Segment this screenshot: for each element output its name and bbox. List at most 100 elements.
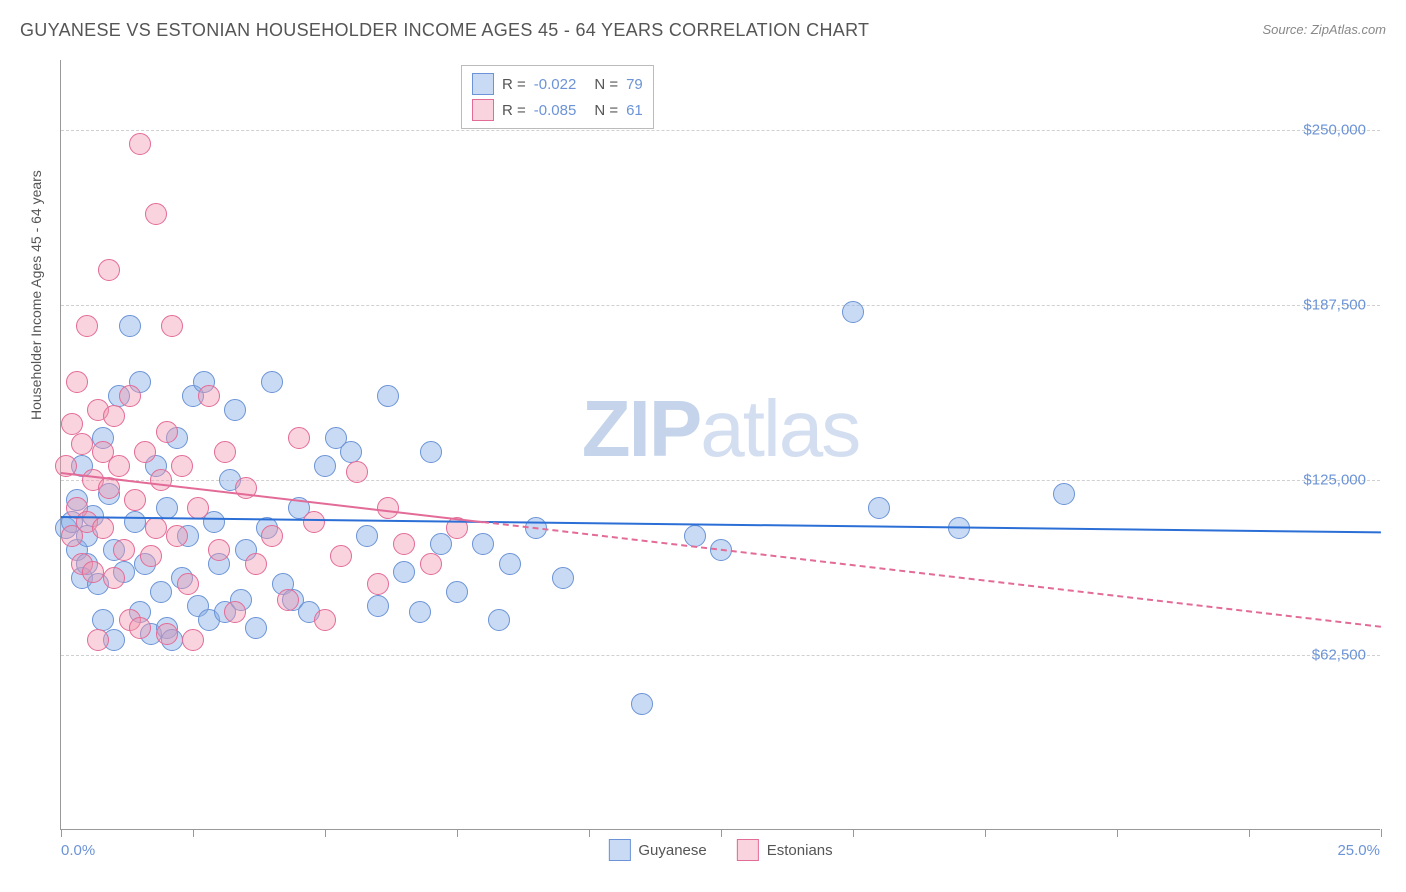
scatter-point: [377, 385, 399, 407]
scatter-point: [393, 533, 415, 555]
scatter-point: [119, 385, 141, 407]
scatter-point: [868, 497, 890, 519]
x-tick: [1249, 829, 1250, 837]
scatter-point: [340, 441, 362, 463]
scatter-point: [631, 693, 653, 715]
scatter-point: [124, 489, 146, 511]
scatter-point: [150, 581, 172, 603]
x-tick: [721, 829, 722, 837]
scatter-point: [61, 413, 83, 435]
scatter-point: [177, 573, 199, 595]
x-max-label: 25.0%: [1337, 842, 1380, 859]
x-tick: [325, 829, 326, 837]
legend-swatch: [608, 839, 630, 861]
trend-line-extrapolated: [483, 521, 1381, 628]
y-tick-label: $62,500: [1312, 647, 1366, 664]
scatter-point: [245, 553, 267, 575]
legend-series-label: Guyanese: [638, 842, 706, 859]
scatter-point: [166, 525, 188, 547]
gridline: [61, 305, 1380, 306]
legend-n-label: N =: [594, 76, 618, 93]
legend-series-label: Estonians: [767, 842, 833, 859]
scatter-point: [113, 539, 135, 561]
scatter-point: [377, 497, 399, 519]
scatter-point: [346, 461, 368, 483]
scatter-point: [261, 525, 283, 547]
x-tick: [1117, 829, 1118, 837]
scatter-point: [314, 455, 336, 477]
scatter-point: [129, 617, 151, 639]
chart-source: Source: ZipAtlas.com: [1262, 22, 1386, 37]
legend-correlation-row: R = -0.022 N = 79: [472, 71, 643, 97]
scatter-point: [98, 259, 120, 281]
scatter-point: [76, 315, 98, 337]
scatter-point: [356, 525, 378, 547]
gridline: [61, 480, 1380, 481]
scatter-point: [488, 609, 510, 631]
scatter-point: [367, 573, 389, 595]
scatter-point: [103, 405, 125, 427]
legend-correlation-row: R = -0.085N = 61: [472, 97, 643, 123]
scatter-point: [182, 629, 204, 651]
gridline: [61, 655, 1380, 656]
legend-r-value: -0.022: [534, 76, 577, 93]
legend-n-value: 79: [626, 76, 643, 93]
legend-swatch: [472, 99, 494, 121]
scatter-point: [288, 427, 310, 449]
scatter-point: [198, 385, 220, 407]
scatter-point: [145, 203, 167, 225]
legend-swatch: [737, 839, 759, 861]
legend-r-label: R =: [502, 76, 526, 93]
scatter-point: [303, 511, 325, 533]
scatter-point: [224, 399, 246, 421]
x-tick: [985, 829, 986, 837]
legend-series-item: Estonians: [737, 839, 833, 861]
x-tick: [193, 829, 194, 837]
scatter-point: [171, 455, 193, 477]
x-tick: [1381, 829, 1382, 837]
scatter-point: [420, 441, 442, 463]
scatter-point: [156, 497, 178, 519]
legend-r-label: R =: [502, 102, 526, 119]
y-tick-label: $187,500: [1303, 297, 1366, 314]
scatter-point: [98, 477, 120, 499]
scatter-point: [103, 567, 125, 589]
scatter-point: [245, 617, 267, 639]
y-tick-label: $125,000: [1303, 472, 1366, 489]
scatter-point: [367, 595, 389, 617]
scatter-point: [82, 561, 104, 583]
scatter-point: [261, 371, 283, 393]
legend-n-value: 61: [626, 102, 643, 119]
x-tick: [457, 829, 458, 837]
scatter-point: [224, 601, 246, 623]
x-tick: [589, 829, 590, 837]
chart-title: GUYANESE VS ESTONIAN HOUSEHOLDER INCOME …: [20, 20, 869, 41]
scatter-point: [150, 469, 172, 491]
scatter-point: [208, 539, 230, 561]
legend-swatch: [472, 73, 494, 95]
y-axis-label: Householder Income Ages 45 - 64 years: [28, 170, 44, 420]
chart-plot-area: ZIPatlas R = -0.022 N = 79 R = -0.085N = 6…: [60, 60, 1380, 830]
legend-series-item: Guyanese: [608, 839, 706, 861]
scatter-point: [156, 623, 178, 645]
x-tick: [853, 829, 854, 837]
x-tick: [61, 829, 62, 837]
scatter-point: [684, 525, 706, 547]
scatter-point: [134, 441, 156, 463]
scatter-point: [145, 517, 167, 539]
scatter-point: [420, 553, 442, 575]
scatter-point: [71, 433, 93, 455]
scatter-point: [409, 601, 431, 623]
watermark: ZIPatlas: [582, 383, 859, 475]
scatter-point: [446, 581, 468, 603]
scatter-point: [119, 315, 141, 337]
scatter-point: [330, 545, 352, 567]
scatter-point: [1053, 483, 1075, 505]
scatter-point: [472, 533, 494, 555]
scatter-point: [161, 315, 183, 337]
legend-series: Guyanese Estonians: [608, 839, 832, 861]
legend-r-value: -0.085: [534, 102, 577, 119]
legend-correlation-box: R = -0.022 N = 79 R = -0.085N = 61: [461, 65, 654, 129]
scatter-point: [552, 567, 574, 589]
scatter-point: [129, 133, 151, 155]
